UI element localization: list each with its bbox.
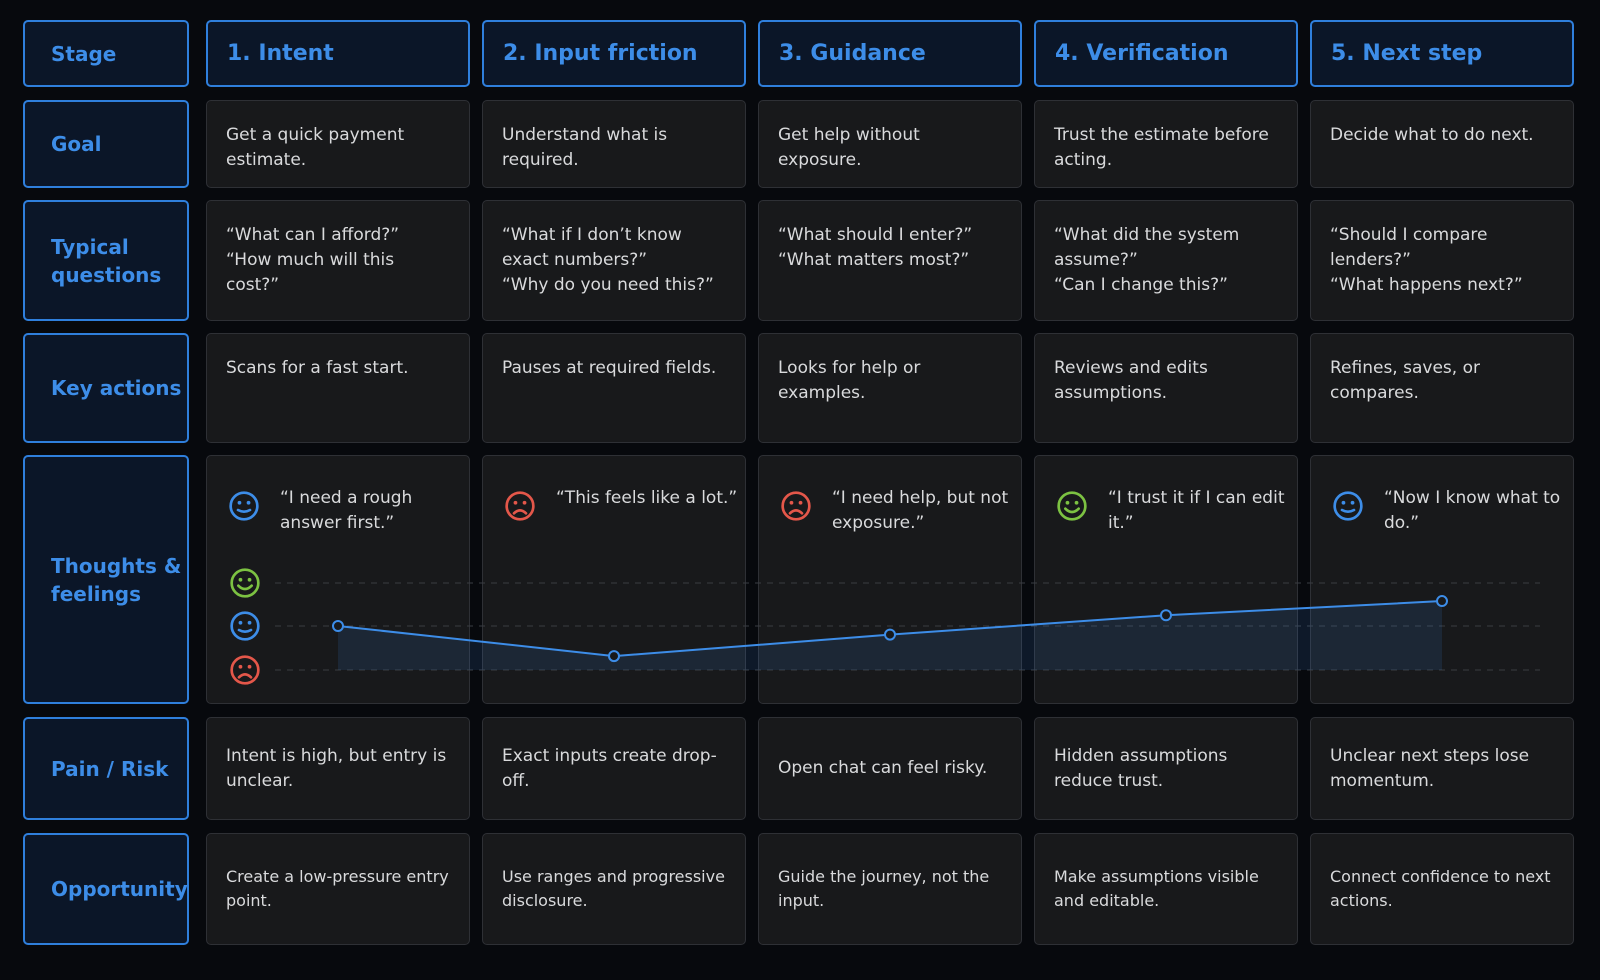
row-label-questions: Typical questions [23,200,189,321]
opportunity-cell: Guide the journey, not the input. [758,833,1022,945]
pain-cell: Unclear next steps lose momentum. [1310,717,1574,820]
pain-cell: Open chat can feel risky. [758,717,1022,820]
actions-cell: Refines, saves, or compares. [1310,333,1574,443]
stage-header: 2. Input friction [482,20,746,87]
actions-cell: Reviews and edits assumptions. [1034,333,1298,443]
question-text: “What should I enter?” [778,225,973,245]
thoughts-cell: “This feels like a lot.” [482,455,746,704]
stage-header: 4. Verification [1034,20,1298,87]
questions-cell: “What if I don’t know exact numbers?” “Wh… [482,200,746,321]
questions-cell: “Should I compare lenders?” “What happens… [1310,200,1574,321]
opportunity-text: Make assumptions visible and editable. [1054,867,1259,910]
scale-positive-icon [229,567,261,603]
row-label-text: Stage [51,41,117,66]
goal-cell: Understand what is required. [482,100,746,188]
row-label-actions: Key actions [23,333,189,443]
mood-neutral-icon [1332,490,1364,526]
row-label-goal: Goal [23,100,189,188]
opportunity-cell: Use ranges and progressive disclosure. [482,833,746,945]
row-label-opportunity: Opportunity [23,833,189,945]
pain-text: Intent is high, but entry is unclear. [226,745,447,791]
actions-cell: Pauses at required fields. [482,333,746,443]
opportunity-cell: Create a low-pressure entry point. [206,833,470,945]
stage-title: 5. Next step [1331,41,1483,66]
pain-cell: Exact inputs create drop-off. [482,717,746,820]
mood-neutral-icon [228,490,260,526]
pain-text: Open chat can feel risky. [778,758,988,778]
question-text: “Should I compare lenders?” [1330,225,1488,270]
thought-quote: “Now I know what to do.” [1384,488,1561,533]
thoughts-cell: “Now I know what to do.” [1310,455,1574,704]
stage-header: 5. Next step [1310,20,1574,87]
goal-cell: Get a quick payment estimate. [206,100,470,188]
question-text: “Can I change this?” [1054,275,1228,295]
scale-negative-icon [229,654,261,690]
opportunity-cell: Make assumptions visible and editable. [1034,833,1298,945]
thoughts-cell: “I trust it if I can edit it.” [1034,455,1298,704]
thoughts-cell: “I need help, but not exposure.” [758,455,1022,704]
questions-cell: “What did the system assume?” “Can I chan… [1034,200,1298,321]
thought-quote: “This feels like a lot.” [556,488,738,508]
mood-positive-icon [1056,490,1088,526]
opportunity-text: Connect confidence to next actions. [1330,867,1551,910]
question-text: “What if I don’t know exact numbers?” [502,225,682,270]
question-text: “What matters most?” [778,250,970,270]
row-label-text: Thoughts & feelings [51,553,182,606]
row-label-text: Pain / Risk [51,756,169,781]
actions-cell: Looks for help or examples. [758,333,1022,443]
goal-cell: Decide what to do next. [1310,100,1574,188]
stage-header: 1. Intent [206,20,470,87]
pain-cell: Hidden assumptions reduce trust. [1034,717,1298,820]
stage-title: 1. Intent [227,41,334,66]
thought-quote: “I need help, but not exposure.” [832,488,1009,533]
questions-cell: “What can I afford?” “How much will this … [206,200,470,321]
question-text: “What can I afford?” [226,225,400,245]
row-label-text: Key actions [51,376,182,400]
mood-negative-icon [780,490,812,526]
question-text: “Why do you need this?” [502,275,714,295]
stage-title: 2. Input friction [503,41,698,66]
scale-neutral-icon [229,610,261,646]
thought-quote: “I trust it if I can edit it.” [1108,488,1285,533]
pain-text: Hidden assumptions reduce trust. [1054,745,1228,791]
stage-title: 4. Verification [1055,41,1229,66]
pain-cell: Intent is high, but entry is unclear. [206,717,470,820]
pain-text: Exact inputs create drop-off. [502,745,717,791]
question-text: “What did the system assume?” [1054,225,1240,270]
row-label-text: Opportunity [51,877,188,901]
opportunity-cell: Connect confidence to next actions. [1310,833,1574,945]
row-label-stage: Stage [23,20,189,87]
mood-negative-icon [504,490,536,526]
actions-cell: Scans for a fast start. [206,333,470,443]
row-label-thoughts: Thoughts & feelings [23,455,189,704]
question-text: “How much will this cost?” [226,250,395,295]
row-label-text: Typical questions [51,234,162,287]
thought-quote: “I need a rough answer first.” [280,488,413,533]
row-label-pain: Pain / Risk [23,717,189,820]
question-text: “What happens next?” [1330,275,1523,295]
questions-cell: “What should I enter?” “What matters most… [758,200,1022,321]
opportunity-text: Guide the journey, not the input. [778,867,990,910]
stage-header: 3. Guidance [758,20,1022,87]
row-label-text: Goal [51,132,102,156]
opportunity-text: Use ranges and progressive disclosure. [502,867,725,910]
stage-title: 3. Guidance [779,41,926,66]
goal-cell: Trust the estimate before acting. [1034,100,1298,188]
goal-cell: Get help without exposure. [758,100,1022,188]
opportunity-text: Create a low-pressure entry point. [226,867,449,910]
pain-text: Unclear next steps lose momentum. [1330,745,1530,791]
